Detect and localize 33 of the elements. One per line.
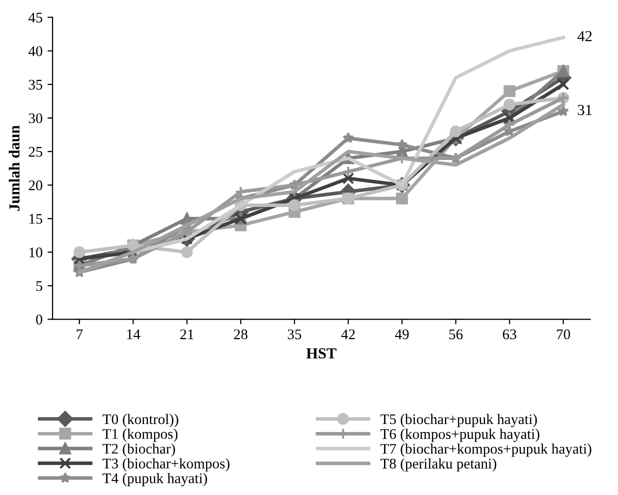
legend-label: T2 (biochar) — [102, 443, 176, 457]
legend-label: T0 (kontrol)) — [102, 414, 178, 428]
y-tick-label: 15 — [30, 214, 42, 224]
y-axis-title: Jumlah daun — [8, 125, 20, 211]
y-tick-label: 35 — [28, 80, 42, 90]
y-tick-label: 45 — [28, 12, 42, 23]
legend-label: T4 (pupuk hayati) — [102, 472, 208, 486]
x-axis-title: HST — [306, 348, 336, 359]
x-tick-label: 63 — [502, 329, 516, 340]
x-tick-label: 56 — [449, 329, 463, 340]
legend-label: T5 (biochar+pupuk hayati) — [380, 414, 537, 428]
legend-label: T3 (biochar+kompos) — [102, 458, 230, 472]
x-tick-label: 28 — [234, 329, 248, 340]
x-tick-label: 70 — [556, 329, 570, 340]
annotation: 31 — [578, 104, 592, 116]
x-tick-label: 21 — [180, 329, 194, 340]
y-tick-label: 20 — [28, 180, 42, 190]
y-tick-label: 0 — [36, 314, 42, 324]
legend-label: T6 (kompos+pupuk hayati) — [380, 428, 540, 442]
y-tick-label: 25 — [28, 146, 42, 157]
x-tick-label: 42 — [341, 329, 355, 340]
legend-label: T8 (perilaku petani) — [380, 458, 496, 472]
y-tick-label: 10 — [30, 248, 42, 258]
x-tick-label: 35 — [288, 329, 302, 340]
x-tick-label: 7 — [76, 330, 83, 340]
x-tick-label: 14 — [127, 329, 140, 340]
y-tick-label: 40 — [28, 46, 42, 56]
legend-label: T1 (kompos) — [102, 428, 178, 442]
legend-label: T7 (biochar+kompos+pupuk hayati) — [380, 444, 592, 457]
x-tick-label: 49 — [395, 329, 409, 340]
y-tick-label: 30 — [28, 113, 42, 124]
y-tick-label: 5 — [36, 281, 42, 291]
annotation: 42 — [577, 31, 592, 42]
